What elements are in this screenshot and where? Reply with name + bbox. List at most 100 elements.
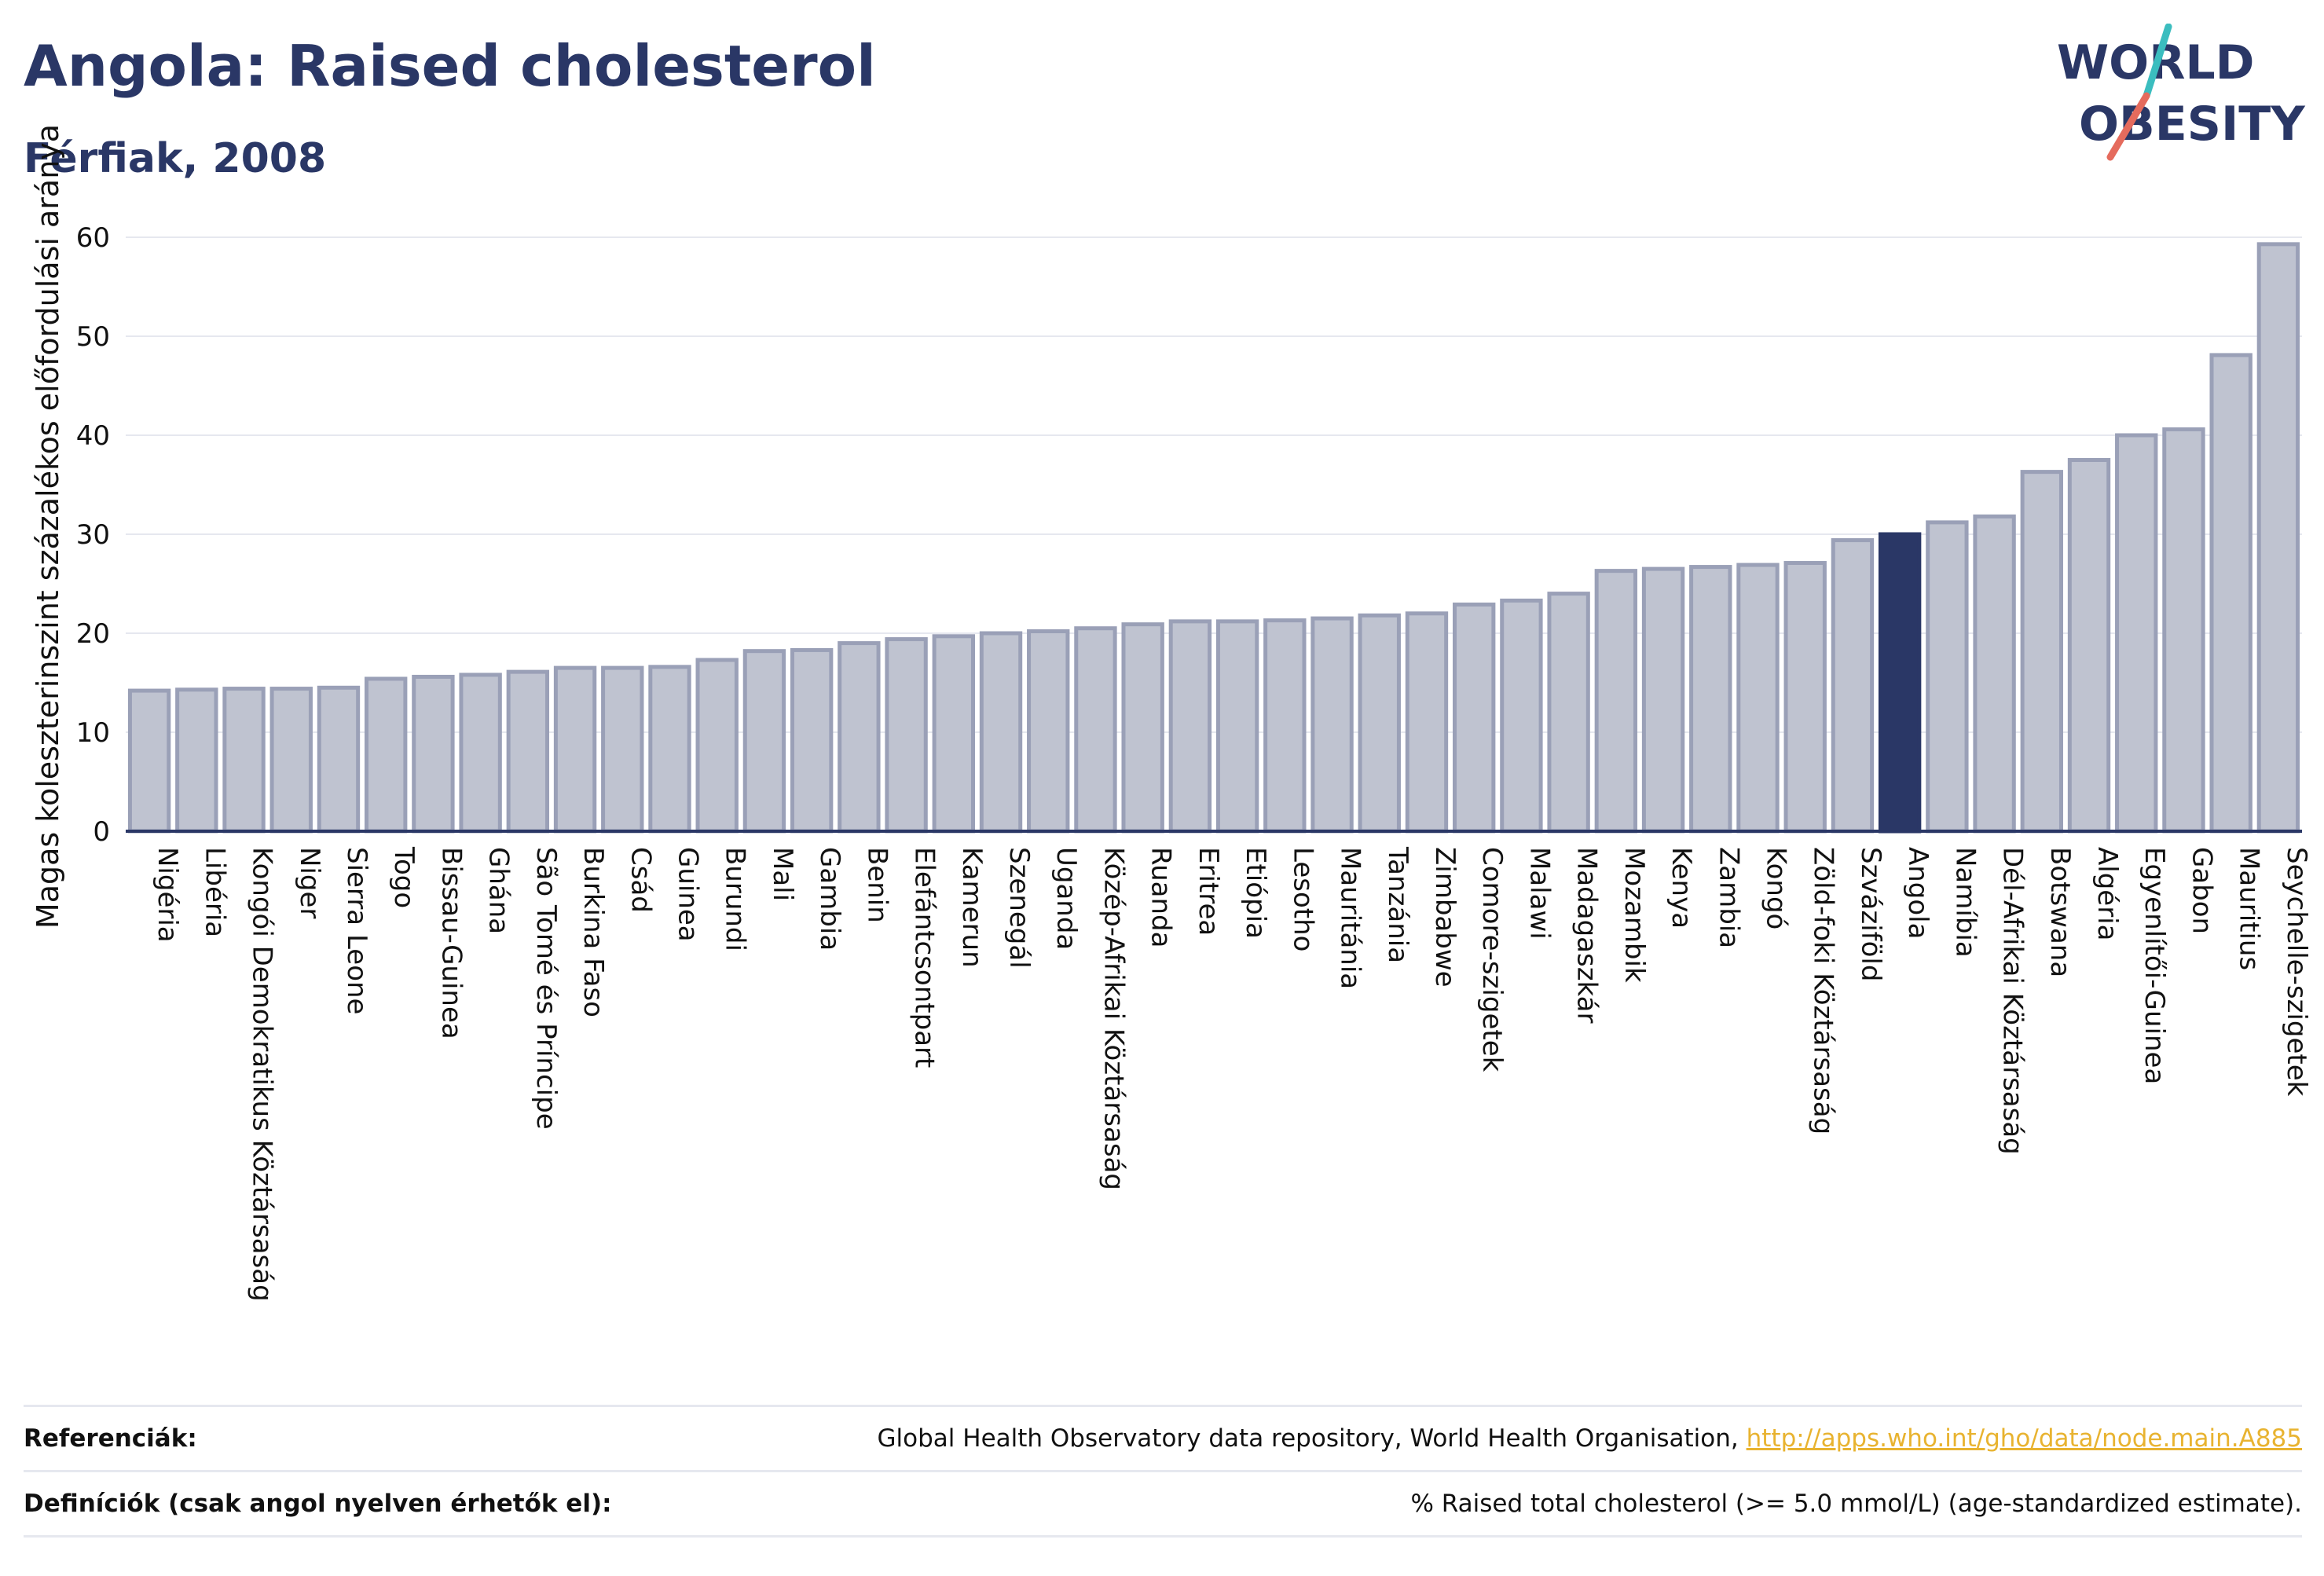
x-tick-label: Togo: [388, 846, 420, 908]
y-tick-label: 40: [76, 420, 110, 452]
references-value: Global Health Observatory data repositor…: [878, 1424, 2302, 1453]
x-tick-label: Ghána: [483, 847, 515, 934]
x-tick-label: Kongó: [1761, 847, 1792, 929]
bar: [1215, 619, 1259, 834]
bar: [742, 649, 786, 834]
logo-slash-red-icon: [2106, 92, 2150, 161]
bar-chart: 0 10 20 30 40 50 60 Nigéria Libéria Kongói Demokr…: [31, 124, 2312, 1302]
x-tick-label: Namíbia: [1949, 847, 1981, 958]
x-tick-label: Kenya: [1666, 847, 1697, 929]
x-tick-label: Nigéria: [152, 847, 183, 943]
x-tick-label: Szváziföld: [1855, 847, 1886, 981]
x-tick-label: Ruanda: [1146, 847, 1177, 947]
y-tick-label: 30: [76, 519, 110, 551]
x-tick-label: Angola: [1902, 847, 1934, 939]
x-tick-label: Madagaszkár: [1571, 847, 1603, 1023]
x-tick-label: Libéria: [199, 847, 230, 937]
references-text: Global Health Observatory data repositor…: [877, 1424, 1739, 1453]
x-tick-label: Egyenlítői-Guinea: [2139, 847, 2170, 1084]
references-label: Referenciák:: [24, 1424, 197, 1453]
bar: [2115, 433, 2158, 834]
x-tick-label: Lesotho: [1287, 847, 1318, 951]
world-obesity-logo-graphic: WORLD OBESITY: [2057, 23, 2306, 161]
bar: [1926, 520, 1969, 834]
bar: [127, 688, 171, 834]
x-tick-label: Burundi: [720, 847, 751, 951]
bar: [838, 641, 881, 834]
world-obesity-logo: WORLD OBESITY: [2043, 23, 2310, 165]
bar: [1878, 532, 1922, 834]
y-axis-label: Magas koleszterinszint százalékos előfor…: [31, 124, 65, 929]
x-tick-label: Zambia: [1713, 847, 1744, 948]
bar: [1689, 565, 1732, 834]
bar: [1453, 602, 1496, 834]
x-tick-label: Malawi: [1523, 847, 1555, 940]
x-tick-label: Algéria: [2091, 847, 2123, 940]
bar: [1973, 514, 2016, 834]
bar: [648, 665, 691, 834]
bar: [979, 631, 1023, 834]
bar: [1168, 619, 1212, 834]
chart-subtitle: Férfiak, 2008: [24, 135, 327, 182]
bar: [1027, 629, 1070, 834]
x-tick-label: Seychelle-szigetek: [2281, 847, 2312, 1097]
logo-slash-teal-icon: [2143, 23, 2172, 100]
x-tick-label: Etiópia: [1240, 847, 1271, 939]
x-tick-label: Niger: [294, 847, 325, 918]
x-tick-label: Burkina Faso: [577, 847, 609, 1017]
footer: Referenciák: Global Health Observatory d…: [24, 1405, 2302, 1538]
bar: [932, 634, 975, 834]
bar: [2209, 353, 2253, 834]
bar: [1358, 613, 1401, 834]
x-tick-label: Csád: [625, 847, 656, 913]
x-tick-label: Zimbabwe: [1429, 847, 1461, 988]
bar: [1500, 598, 1543, 834]
x-tick-label: Zöld-foki Köztársaság: [1808, 847, 1839, 1134]
x-tick-label: Kongói Demokratikus Köztársaság: [247, 847, 278, 1302]
bar: [1405, 611, 1449, 834]
x-tick-label: Mozambik: [1618, 847, 1650, 983]
bar: [222, 687, 266, 834]
y-tick-label: 0: [93, 816, 110, 848]
bar: [1641, 566, 1685, 834]
x-tick-label: Botswana: [2044, 847, 2076, 977]
bar: [1074, 626, 1117, 834]
x-tick-label: Elefántcsontpart: [909, 847, 940, 1068]
references-link[interactable]: http://apps.who.int/gho/data/node.main.A…: [1746, 1424, 2302, 1453]
bar: [2020, 470, 2063, 834]
y-tick-label: 10: [76, 717, 110, 749]
bar: [2162, 427, 2205, 834]
bar: [459, 673, 502, 834]
x-tick-label: Sierra Leone: [341, 847, 372, 1014]
bar: [1831, 538, 1875, 834]
bar: [601, 665, 644, 834]
bar: [1547, 592, 1590, 834]
chart-title: Angola: Raised cholesterol: [24, 33, 876, 99]
x-tick-label: Dél-Afrikai Köztársaság: [1997, 847, 2029, 1155]
x-tick-label: Mauritánia: [1335, 847, 1366, 989]
bar: [412, 674, 455, 834]
bar: [2067, 458, 2111, 834]
bar: [269, 687, 313, 834]
bar: [1594, 569, 1638, 834]
bar: [317, 685, 361, 834]
y-tick-label: 20: [76, 618, 110, 650]
x-tick-label: Bissau-Guinea: [435, 847, 467, 1039]
x-tick-label: Eritrea: [1193, 847, 1224, 936]
bar: [1310, 616, 1354, 834]
x-tick-label: Szenegál: [1003, 847, 1035, 969]
bar: [790, 647, 834, 834]
definitions-label: Definíciók (csak angol nyelven érhetők e…: [24, 1490, 612, 1518]
y-tick-label: 50: [76, 321, 110, 353]
bar: [553, 665, 597, 834]
x-tick-label: Guinea: [673, 847, 704, 942]
x-tick-label: Közép-Afrikai Köztársaság: [1098, 847, 1129, 1190]
bar: [365, 676, 408, 834]
x-tick-label: Kamerun: [956, 847, 988, 968]
bar: [506, 669, 550, 834]
x-tick-label: Comore-szigetek: [1476, 847, 1508, 1072]
bar: [1783, 561, 1827, 834]
bar: [1263, 618, 1307, 834]
x-tick-label: Benin: [861, 847, 893, 923]
bar: [175, 687, 218, 834]
